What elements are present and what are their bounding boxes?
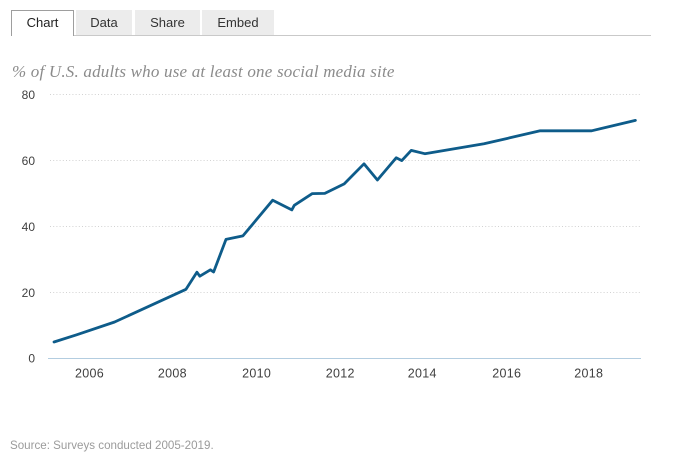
svg-text:2010: 2010: [242, 366, 271, 380]
svg-text:2012: 2012: [326, 366, 355, 380]
svg-text:60: 60: [22, 154, 36, 168]
svg-text:2016: 2016: [492, 366, 521, 380]
svg-text:2006: 2006: [75, 366, 104, 380]
svg-text:20: 20: [22, 286, 36, 300]
svg-text:0: 0: [28, 352, 35, 366]
svg-text:2018: 2018: [574, 366, 603, 380]
svg-text:2014: 2014: [408, 366, 437, 380]
svg-text:40: 40: [22, 220, 36, 234]
svg-text:2008: 2008: [158, 366, 187, 380]
svg-text:80: 80: [22, 88, 36, 102]
